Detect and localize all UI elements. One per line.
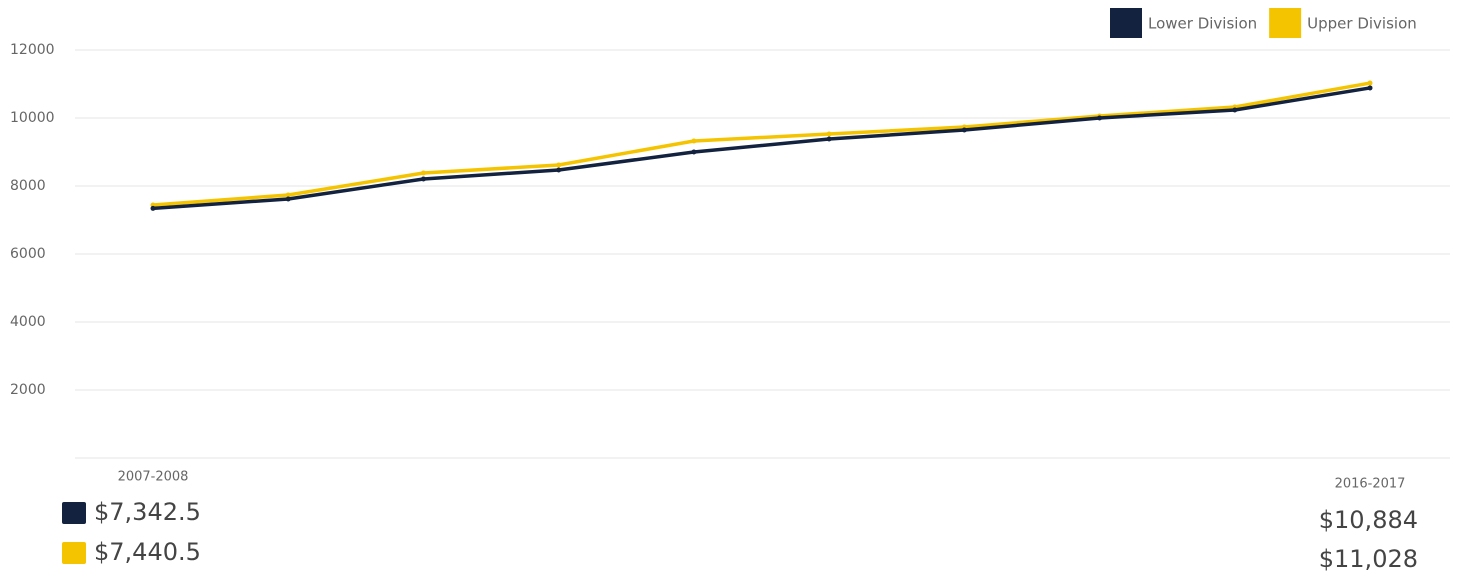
legend-swatch [1110, 8, 1142, 38]
y-tick-label: 4000 [10, 314, 46, 330]
data-point [285, 192, 291, 198]
x-tick-label: 2016-2017 [1335, 477, 1406, 492]
data-point [1367, 85, 1373, 91]
value-label: $10,884 [1319, 506, 1418, 534]
legend-label: Upper Division [1307, 15, 1417, 33]
label-swatch [62, 502, 86, 524]
y-tick-label: 10000 [10, 110, 55, 126]
legend-swatch [1269, 8, 1302, 38]
data-point [691, 138, 697, 144]
label-swatch [62, 542, 86, 564]
data-point [691, 149, 697, 155]
data-point [826, 131, 832, 137]
y-tick-label: 12000 [10, 42, 55, 58]
data-point [420, 176, 426, 182]
data-point [961, 127, 967, 133]
data-point [1097, 115, 1103, 121]
value-label: $7,440.5 [94, 538, 201, 566]
value-label: $11,028 [1319, 545, 1418, 573]
data-point [1232, 107, 1238, 113]
y-tick-label: 8000 [10, 178, 46, 194]
y-tick-label: 6000 [10, 246, 46, 262]
x-tick-label: 2007-2008 [118, 470, 189, 485]
data-point [556, 162, 562, 168]
data-point [285, 196, 291, 202]
y-tick-label: 2000 [10, 382, 46, 398]
legend-label: Lower Division [1148, 15, 1257, 33]
series-line [152, 86, 1371, 211]
data-point [1367, 80, 1373, 86]
value-label: $7,342.5 [94, 498, 201, 526]
data-point [150, 205, 156, 211]
data-point [556, 167, 562, 173]
data-point [826, 136, 832, 142]
series-line [152, 81, 1371, 207]
data-point [420, 170, 426, 176]
